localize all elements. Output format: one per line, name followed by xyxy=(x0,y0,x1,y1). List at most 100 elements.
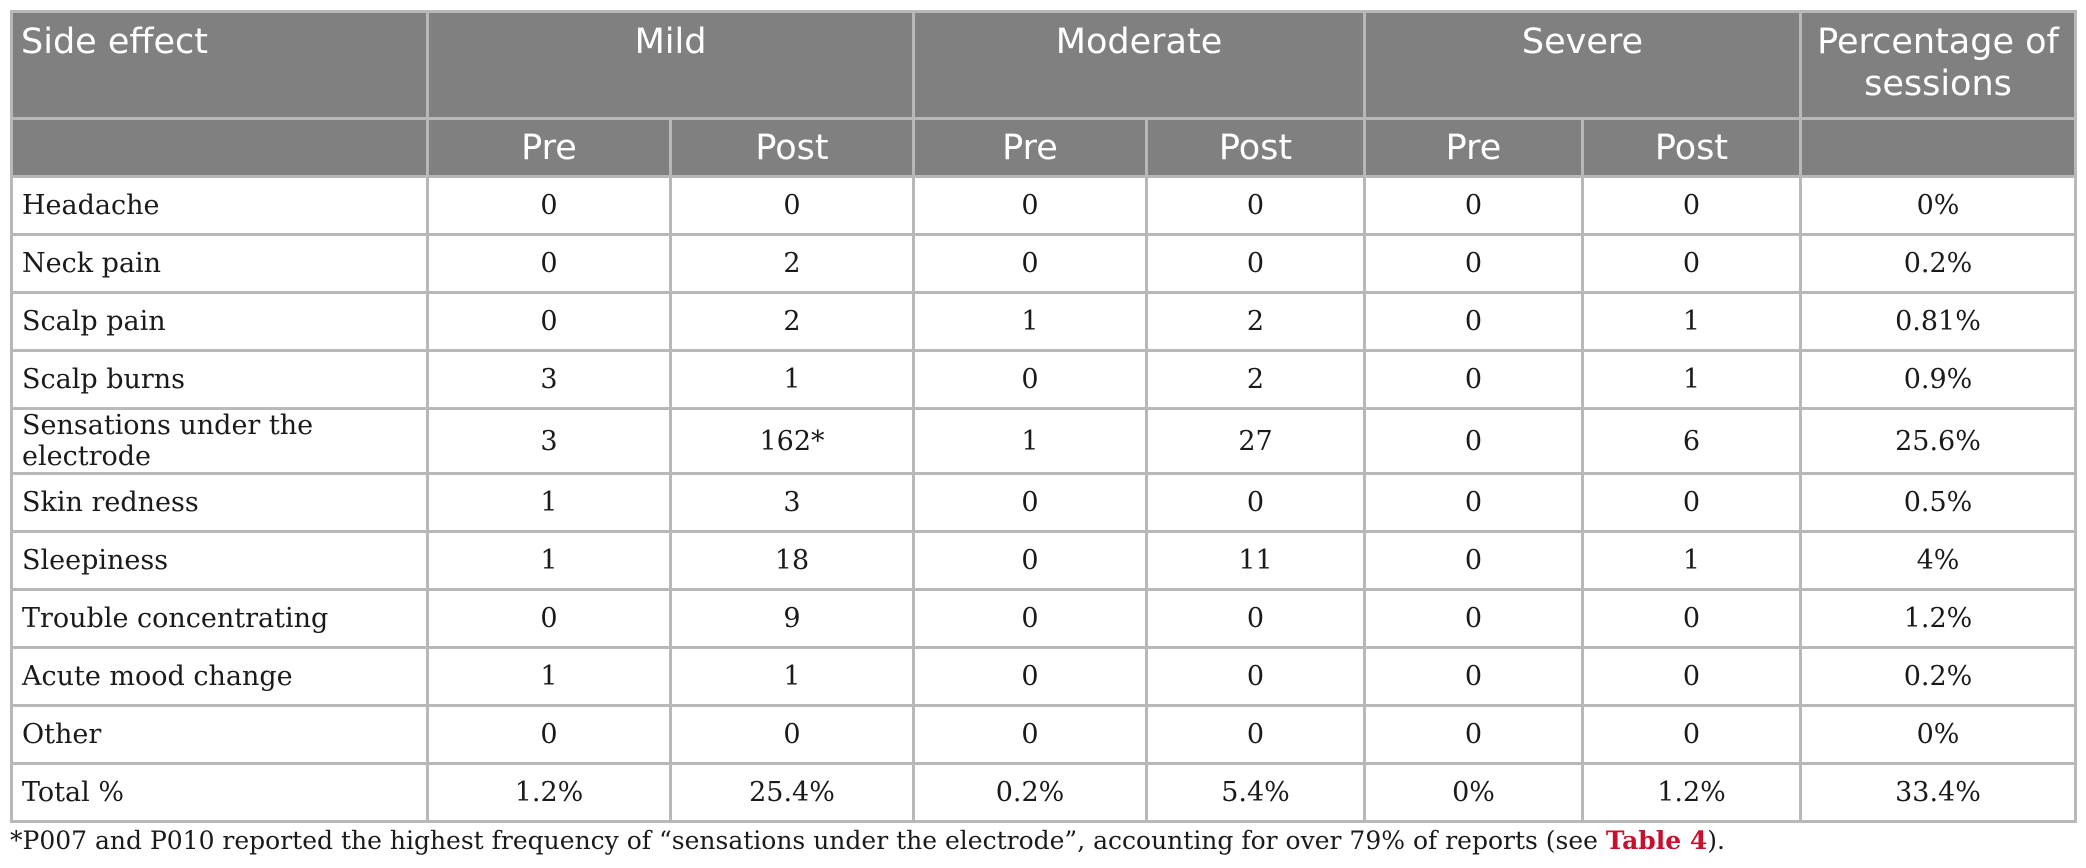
table-cell: 0 xyxy=(1581,233,1802,294)
table-cell: 0% xyxy=(1799,175,2077,236)
table-cell: 0 xyxy=(1145,175,1366,236)
table-cell: 162* xyxy=(669,407,915,475)
table-cell: 0.2% xyxy=(1799,233,2077,294)
header-moderate-pre: Pre xyxy=(912,117,1148,178)
table-cell: 0 xyxy=(669,704,915,765)
header-severe-pre: Pre xyxy=(1363,117,1584,178)
header-row-groups: Side effect Mild Moderate Severe Percent… xyxy=(10,10,2077,120)
header-side-effect: Side effect xyxy=(10,10,429,120)
table-cell: 1 xyxy=(669,646,915,707)
table-cell: 9 xyxy=(669,588,915,649)
table-footnote: *P007 and P010 reported the highest freq… xyxy=(10,826,1725,855)
row-label: Total % xyxy=(10,762,429,823)
table-cell: 1 xyxy=(1581,530,1802,591)
table-cell: 1 xyxy=(1581,349,1802,410)
table-cell: 0 xyxy=(912,646,1148,707)
table-cell: 0 xyxy=(912,175,1148,236)
table-cell: 1.2% xyxy=(1799,588,2077,649)
table-cell: 6 xyxy=(1581,407,1802,475)
table-cell: 2 xyxy=(1145,291,1366,352)
table-cell: 0 xyxy=(1581,175,1802,236)
table-cell: 0 xyxy=(1581,704,1802,765)
row-label: Skin redness xyxy=(10,472,429,533)
table-cell: 0 xyxy=(669,175,915,236)
table-row: Skin redness 1 3 0 0 0 0 0.5% xyxy=(10,472,2077,533)
table-cell: 0 xyxy=(912,704,1148,765)
table-cell: 0 xyxy=(912,530,1148,591)
row-label: Sleepiness xyxy=(10,530,429,591)
side-effects-table-container: Side effect Mild Moderate Severe Percent… xyxy=(10,10,2077,823)
table-4-link[interactable]: Table 4 xyxy=(1605,826,1708,855)
table-cell: 0% xyxy=(1799,704,2077,765)
table-cell: 1 xyxy=(426,472,672,533)
table-cell: 0 xyxy=(1145,233,1366,294)
side-effects-table: Side effect Mild Moderate Severe Percent… xyxy=(10,10,2077,823)
table-cell: 4% xyxy=(1799,530,2077,591)
table-cell: 0 xyxy=(1363,233,1584,294)
table-row: Sleepiness 1 18 0 11 0 1 4% xyxy=(10,530,2077,591)
table-row: Other 0 0 0 0 0 0 0% xyxy=(10,704,2077,765)
table-cell: 1.2% xyxy=(426,762,672,823)
table-row: Headache 0 0 0 0 0 0 0% xyxy=(10,175,2077,236)
table-cell: 0 xyxy=(1581,472,1802,533)
table-cell: 0 xyxy=(912,233,1148,294)
table-cell: 0% xyxy=(1363,762,1584,823)
footnote-text: *P007 and P010 reported the highest freq… xyxy=(10,826,1606,855)
table-cell: 2 xyxy=(1145,349,1366,410)
table-cell: 3 xyxy=(669,472,915,533)
row-label: Other xyxy=(10,704,429,765)
table-cell: 0.9% xyxy=(1799,349,2077,410)
table-cell: 0 xyxy=(1363,472,1584,533)
row-label: Scalp burns xyxy=(10,349,429,410)
table-cell: 0 xyxy=(1363,704,1584,765)
table-cell: 0 xyxy=(1145,704,1366,765)
table-cell: 0 xyxy=(1145,646,1366,707)
table-cell: 1 xyxy=(912,407,1148,475)
table-cell: 0.5% xyxy=(1799,472,2077,533)
table-cell: 0 xyxy=(1145,472,1366,533)
header-percentage: Percentage of sessions xyxy=(1799,10,2077,120)
table-cell: 0 xyxy=(912,349,1148,410)
row-label: Acute mood change xyxy=(10,646,429,707)
table-cell: 0 xyxy=(1363,175,1584,236)
table-row: Trouble concentrating 0 9 0 0 0 0 1.2% xyxy=(10,588,2077,649)
table-cell: 2 xyxy=(669,291,915,352)
table-cell: 0 xyxy=(1363,291,1584,352)
header-mild-post: Post xyxy=(669,117,915,178)
table-cell: 0 xyxy=(1145,588,1366,649)
table-row: Scalp pain 0 2 1 2 0 1 0.81% xyxy=(10,291,2077,352)
header-moderate-post: Post xyxy=(1145,117,1366,178)
header-row-timepoints: Pre Post Pre Post Pre Post xyxy=(10,117,2077,178)
header-severe: Severe xyxy=(1363,10,1802,120)
table-cell: 25.6% xyxy=(1799,407,2077,475)
table-cell: 11 xyxy=(1145,530,1366,591)
table-cell: 25.4% xyxy=(669,762,915,823)
table-cell: 0 xyxy=(1363,349,1584,410)
table-body: Headache 0 0 0 0 0 0 0% Neck pain 0 2 0 0 0 0 0.2% Scalp… xyxy=(10,175,2077,823)
table-cell: 1 xyxy=(426,530,672,591)
table-cell: 1 xyxy=(912,291,1148,352)
row-label: Scalp pain xyxy=(10,291,429,352)
header-moderate: Moderate xyxy=(912,10,1366,120)
table-cell: 3 xyxy=(426,407,672,475)
footnote-end: ). xyxy=(1707,826,1725,855)
header-mild: Mild xyxy=(426,10,915,120)
table-cell: 0 xyxy=(912,588,1148,649)
table-cell: 0 xyxy=(1363,646,1584,707)
table-cell: 0 xyxy=(426,704,672,765)
row-label: Headache xyxy=(10,175,429,236)
header-mild-pre: Pre xyxy=(426,117,672,178)
table-cell: 0.2% xyxy=(1799,646,2077,707)
row-label: Trouble concentrating xyxy=(10,588,429,649)
table-cell: 1.2% xyxy=(1581,762,1802,823)
table-row: Neck pain 0 2 0 0 0 0 0.2% xyxy=(10,233,2077,294)
table-cell: 27 xyxy=(1145,407,1366,475)
table-cell: 0 xyxy=(1363,407,1584,475)
table-row: Acute mood change 1 1 0 0 0 0 0.2% xyxy=(10,646,2077,707)
table-cell: 0 xyxy=(1363,588,1584,649)
table-cell: 0 xyxy=(1363,530,1584,591)
table-cell: 1 xyxy=(1581,291,1802,352)
table-row: Scalp burns 3 1 0 2 0 1 0.9% xyxy=(10,349,2077,410)
row-label: Sensations under the electrode xyxy=(10,407,429,475)
header-percentage-blank xyxy=(1799,117,2077,178)
